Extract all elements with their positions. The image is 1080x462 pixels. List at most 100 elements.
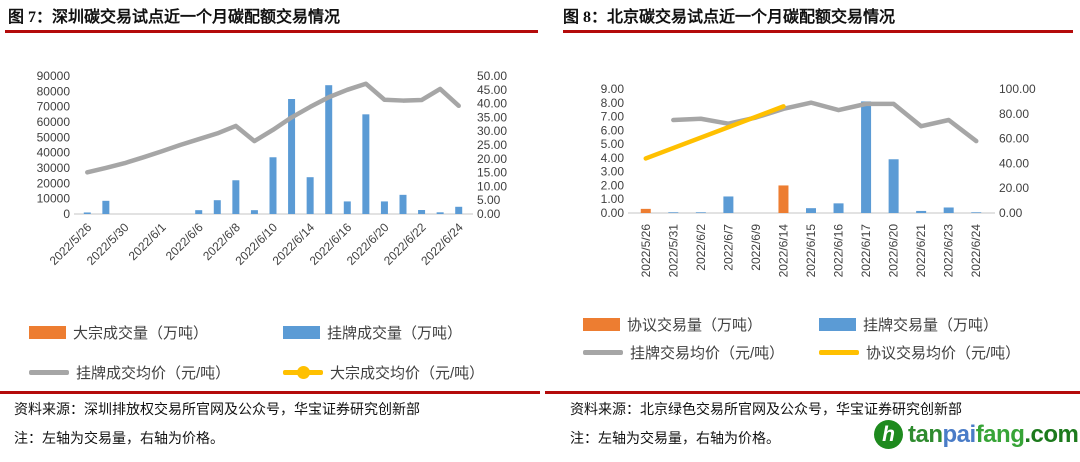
right-axis-tick-label: 50.00: [477, 69, 507, 83]
right-axis-tick-label: 30.00: [477, 124, 507, 138]
x-axis-tick-label: 2022/6/24: [969, 224, 983, 278]
right-axis-tick-label: 40.00: [477, 97, 507, 111]
bar-挂牌成交量（万吨）: [213, 200, 221, 214]
bar-挂牌成交量（万吨）: [380, 201, 388, 214]
x-axis-tick-label: 2022/6/6: [163, 220, 206, 263]
right-axis-tick-label: 10.00: [477, 179, 507, 193]
x-axis-tick-label: 2022/6/20: [887, 224, 901, 278]
source-text: 资料来源：北京绿色交易所官网及公众号，华宝证券研究创新部: [570, 403, 962, 418]
tanpaifang-leaf-circle-icon: h: [874, 420, 903, 449]
bar-协议交易量（万吨）: [778, 185, 789, 213]
legend-bar-swatch: [283, 326, 320, 339]
legend-label: 挂牌成交量（万吨）: [327, 325, 463, 342]
note-text: 注：左轴为交易量，右轴为价格。: [570, 432, 780, 447]
legend-bar-swatch: [29, 326, 66, 339]
right-axis-tick-label: 0.00: [477, 207, 501, 221]
figure-bottom-rule: [545, 391, 1080, 394]
legend-item: 协议交易量（万吨）: [583, 314, 819, 335]
figure-title-beijing: 图 8：北京碳交易试点近一个月碳配额交易情况: [563, 9, 896, 26]
legend-item: 挂牌交易均价（元/吨）: [583, 342, 819, 363]
left-axis-tick-label: 1.00: [601, 192, 625, 206]
left-axis-tick-label: 50000: [37, 130, 71, 144]
title-rule: [5, 30, 538, 33]
legend-item: 协议交易均价（元/吨）: [819, 342, 1020, 363]
bar-挂牌成交量（万吨）: [195, 210, 203, 214]
bar-挂牌交易量（万吨）: [723, 196, 734, 213]
line-挂牌成交均价（元/吨）: [85, 81, 461, 175]
left-axis-tick-label: 9.00: [601, 82, 625, 96]
bar-挂牌成交量（万吨）: [288, 99, 296, 214]
legend-item: 大宗成交量（万吨）: [29, 322, 283, 343]
left-axis-tick-label: 20000: [37, 176, 71, 190]
legend-label: 挂牌交易均价（元/吨）: [630, 345, 785, 362]
legend-line-swatch: [819, 350, 859, 355]
right-axis-tick-label: 80.00: [999, 107, 1029, 121]
bar-挂牌成交量（万吨）: [83, 212, 91, 214]
x-axis-tick-label: 2022/6/17: [859, 224, 873, 278]
bar-挂牌交易量（万吨）: [888, 159, 899, 213]
left-axis-tick-label: 0: [63, 207, 70, 221]
left-axis-tick-label: 6.00: [601, 123, 625, 137]
left-axis-tick-label: 60000: [37, 115, 71, 129]
bar-挂牌成交量（万吨）: [362, 114, 370, 214]
x-axis-tick-label: 2022/6/23: [942, 224, 956, 278]
right-axis-tick-label: 45.00: [477, 83, 507, 97]
legend-line-swatch: [29, 370, 69, 375]
bar-挂牌成交量（万吨）: [306, 177, 314, 214]
bar-挂牌成交量（万吨）: [232, 180, 240, 214]
right-axis-tick-label: 100.00: [999, 82, 1036, 96]
bar-挂牌交易量（万吨）: [806, 208, 816, 213]
figure-shenzhen: 图 7：深圳碳交易试点近一个月碳配额交易情况 0 10000 20000 30000 4…: [0, 9, 540, 447]
right-axis-tick-label: 35.00: [477, 110, 507, 124]
tanpaifang-logo: h tanpaifang.com: [874, 420, 1079, 449]
x-axis-tick-label: 2022/5/26: [639, 224, 653, 278]
left-axis-tick-label: 30000: [37, 161, 71, 175]
x-axis-tick-label: 2022/6/16: [832, 224, 846, 278]
x-axis-tick-label: 2022/6/1: [126, 220, 169, 263]
legend-item: 挂牌成交量（万吨）: [283, 322, 484, 343]
left-axis-tick-label: 7.00: [601, 110, 625, 124]
figure-bottom-rule: [0, 391, 540, 394]
left-axis-tick-label: 0.00: [601, 206, 625, 220]
line-协议交易均价（元/吨）: [643, 104, 786, 161]
left-axis-tick-label: 40000: [37, 146, 71, 160]
legend-label: 挂牌交易量（万吨）: [863, 317, 999, 334]
left-axis-tick-label: 4.00: [601, 151, 625, 165]
x-axis-tick-label: 2022/6/7: [721, 224, 735, 271]
x-axis-tick-label: 2022/6/2: [694, 224, 708, 271]
right-axis-tick-label: 5.00: [477, 193, 501, 207]
bar-挂牌成交量（万吨）: [455, 206, 463, 214]
bar-挂牌交易量（万吨）: [695, 212, 706, 213]
bar-挂牌交易量（万吨）: [861, 101, 872, 213]
source-text: 资料来源：深圳排放权交易所官网及公众号，华宝证券研究创新部: [14, 403, 420, 418]
legend-item: 大宗成交均价（元/吨）: [283, 362, 484, 383]
left-axis-tick-label: 90000: [37, 69, 71, 83]
legend-label: 协议交易均价（元/吨）: [866, 345, 1021, 362]
left-axis-tick-label: 3.00: [601, 165, 625, 179]
legend-label: 大宗成交量（万吨）: [73, 325, 209, 342]
chart-legend-shenzhen: 大宗成交量（万吨） 挂牌成交量（万吨） 挂牌成交均价（元/吨） 大宗成交均价（元/吨）: [29, 322, 484, 383]
left-axis-tick-label: 70000: [37, 100, 71, 114]
bar-挂牌成交量（万吨）: [102, 200, 110, 214]
right-axis-tick-label: 20.00: [477, 152, 507, 166]
legend-item: 挂牌交易量（万吨）: [819, 314, 1020, 335]
legend-marker-dot: [297, 366, 310, 379]
right-axis-tick-label: 20.00: [999, 181, 1029, 195]
logo-text-part: .com: [1024, 420, 1079, 448]
bar-挂牌成交量（万吨）: [399, 194, 407, 214]
legend-bar-swatch: [583, 318, 620, 331]
bar-挂牌交易量（万吨）: [971, 212, 982, 213]
right-axis-tick-label: 60.00: [999, 132, 1029, 146]
figure-title-shenzhen: 图 7：深圳碳交易试点近一个月碳配额交易情况: [8, 9, 341, 26]
bar-挂牌交易量（万吨）: [833, 203, 844, 213]
combo-chart-beijing: 0.001.002.003.004.005.006.007.008.009.00…: [601, 82, 1036, 278]
bar-挂牌成交量（万吨）: [269, 157, 277, 214]
x-axis-tick-label: 2022/6/15: [804, 224, 818, 278]
x-axis-tick-label: 2022/6/14: [776, 224, 790, 278]
legend-label: 挂牌成交均价（元/吨）: [76, 365, 231, 382]
right-axis-tick-label: 25.00: [477, 138, 507, 152]
note-text: 注：左轴为交易量，右轴为价格。: [14, 432, 224, 447]
right-axis-tick-label: 40.00: [999, 156, 1029, 170]
x-axis-tick-label: 2022/6/21: [914, 224, 928, 278]
bar-挂牌交易量（万吨）: [916, 210, 927, 213]
